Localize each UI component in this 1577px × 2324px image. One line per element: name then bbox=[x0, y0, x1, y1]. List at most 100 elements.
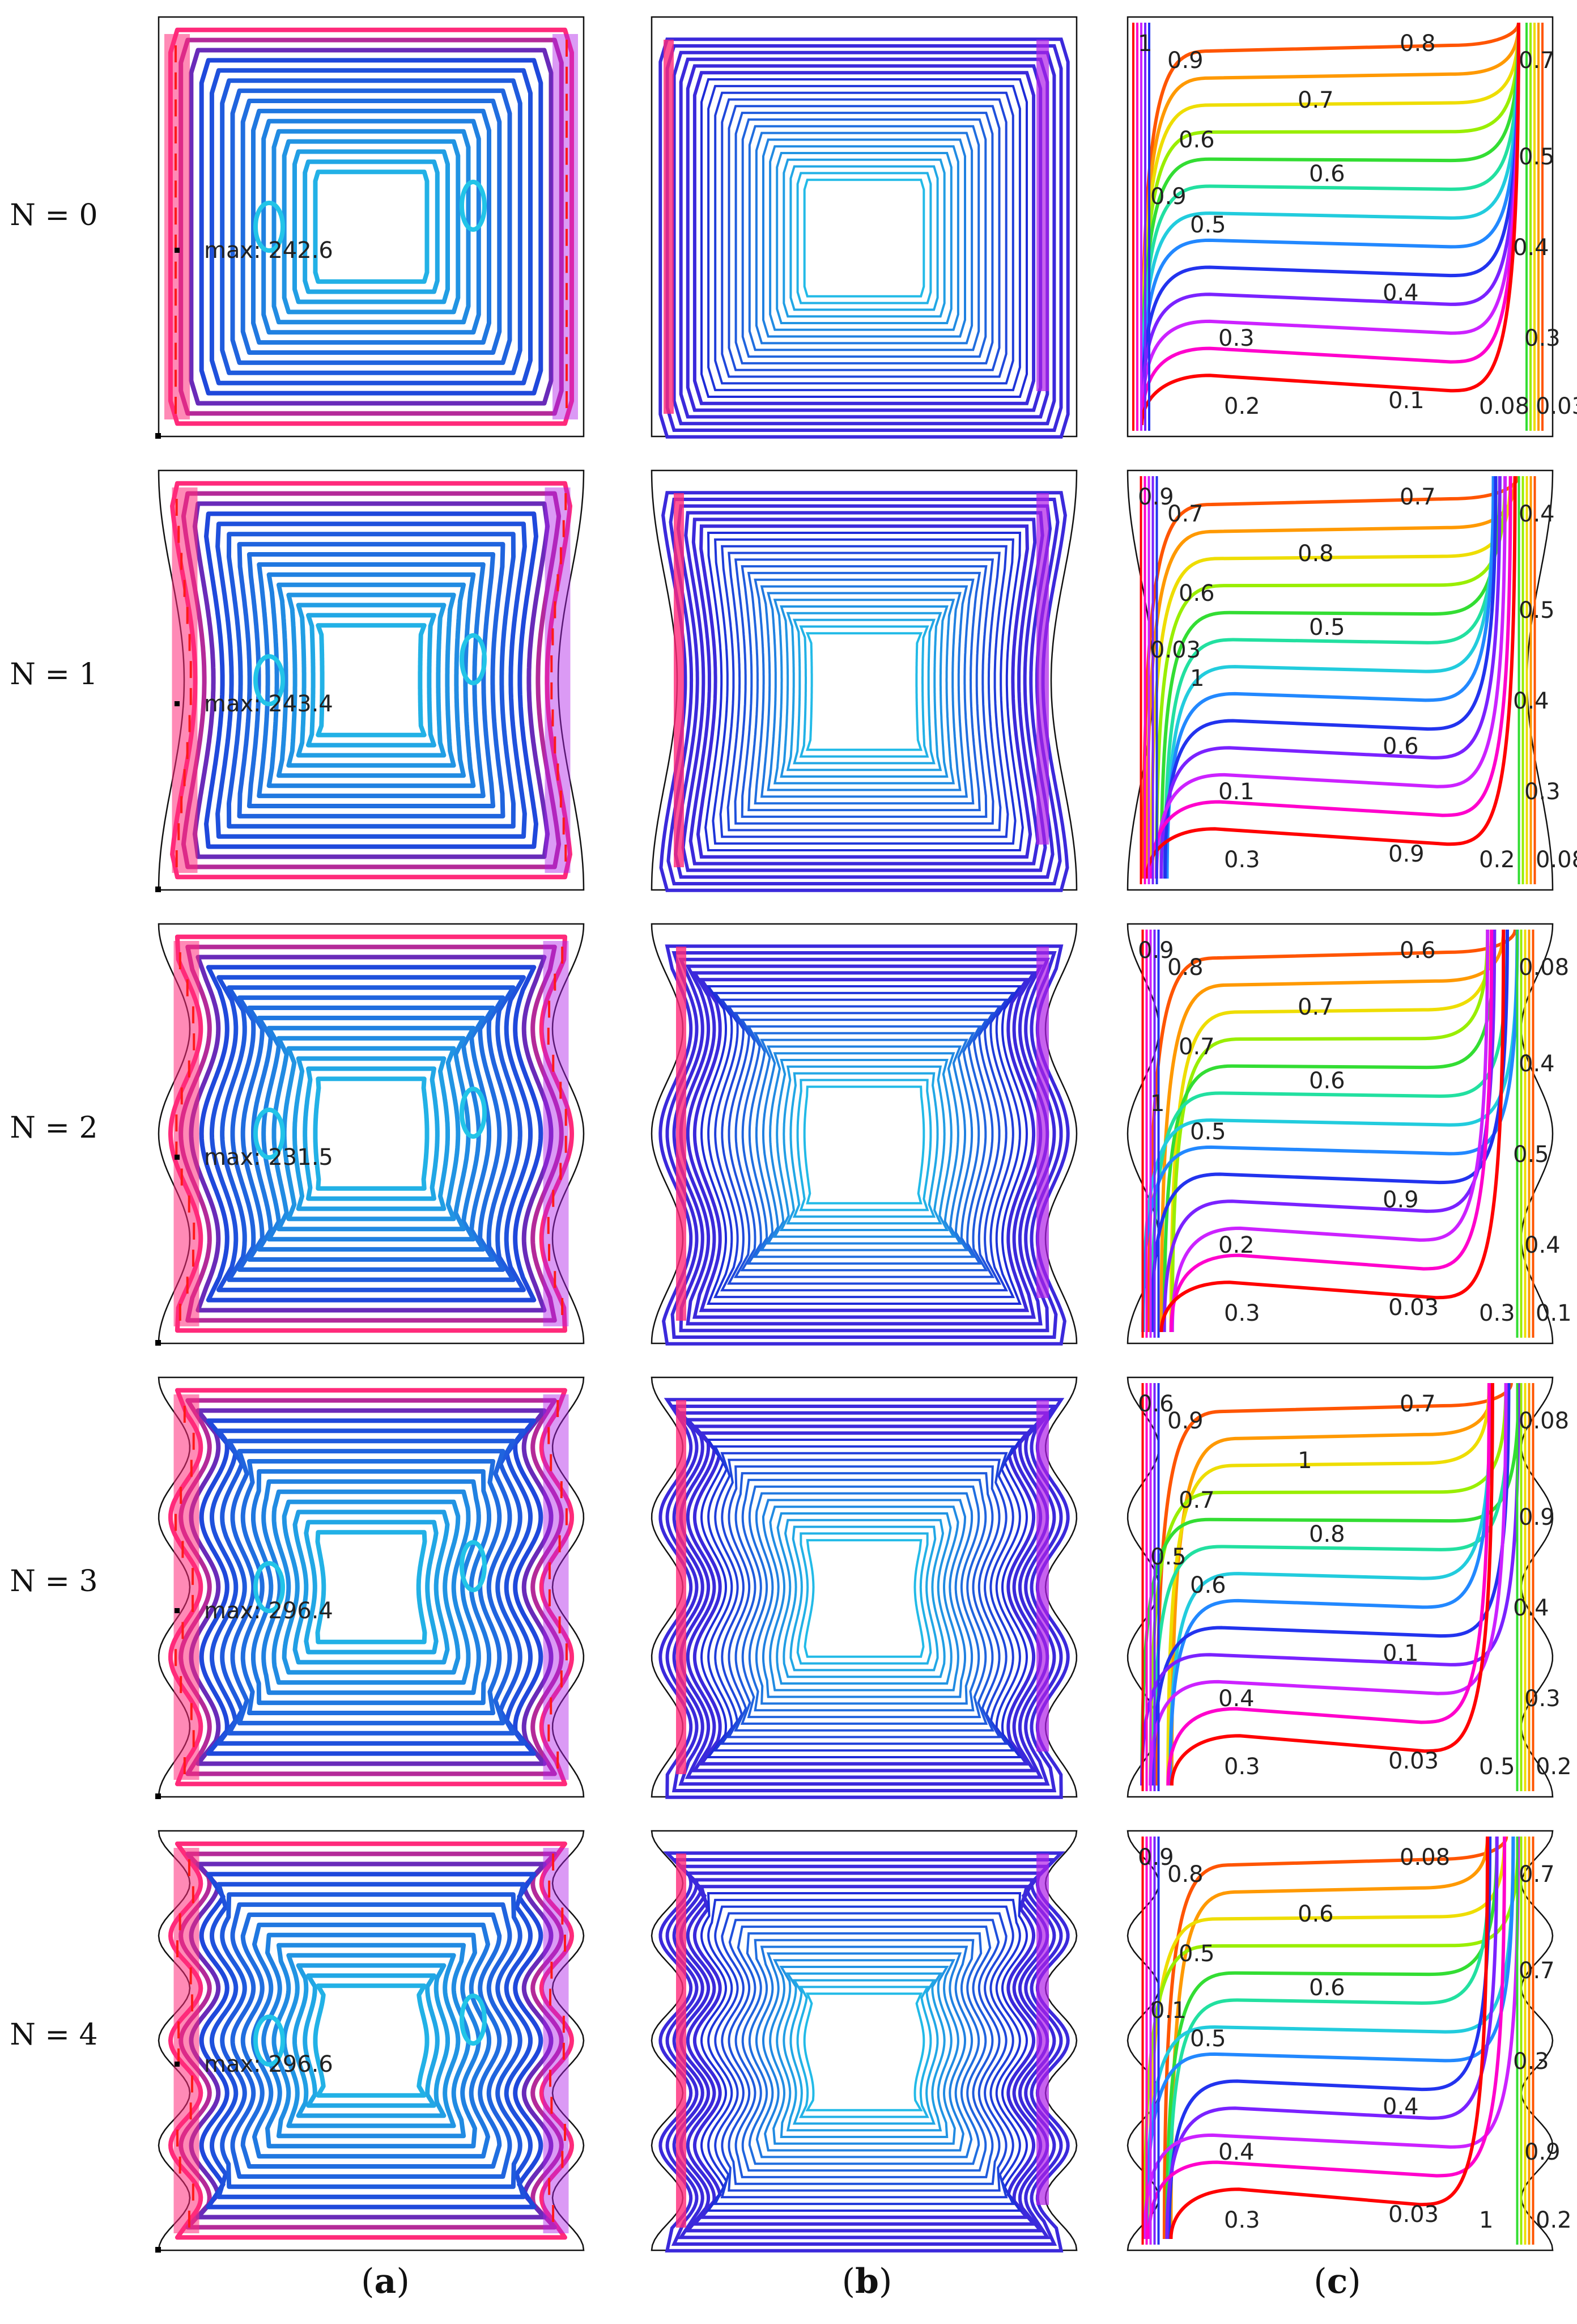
streamline bbox=[303, 159, 440, 294]
isotherm-label: 0.7 bbox=[1298, 994, 1334, 1020]
isotherm-label: 0.7 bbox=[1179, 1034, 1215, 1060]
isotherm-label: 0.3 bbox=[1224, 1300, 1260, 1326]
isotherm-label: 0.6 bbox=[1309, 161, 1345, 187]
pathline bbox=[748, 1485, 980, 1712]
pathline bbox=[741, 1025, 987, 1265]
isotherm-label: 0.8 bbox=[1167, 1861, 1204, 1888]
pathline bbox=[804, 1539, 925, 1658]
pathline bbox=[803, 179, 925, 298]
isotherm-label: 0.4 bbox=[1383, 2094, 1419, 2120]
row-label-n4: N = 4 bbox=[10, 2018, 98, 2052]
pathline bbox=[700, 1439, 1028, 1758]
pathline bbox=[681, 511, 1047, 872]
streamline bbox=[240, 1006, 502, 1262]
streamline bbox=[313, 1983, 430, 2098]
isotherm-label: 0.9 bbox=[1388, 841, 1425, 867]
streamline bbox=[286, 592, 456, 768]
isotherm-label: 0.7 bbox=[1519, 1861, 1555, 1888]
streamline-panel-b-n2 bbox=[651, 923, 1078, 1346]
isotherm-label: 0.7 bbox=[1400, 484, 1436, 510]
isotherm-label: 1 bbox=[1150, 1091, 1164, 1117]
isotherm-label: 0.6 bbox=[1309, 1068, 1345, 1094]
isotherm bbox=[1154, 476, 1507, 879]
streamline bbox=[282, 139, 461, 315]
pathline bbox=[783, 1519, 946, 1678]
pathline bbox=[769, 1505, 959, 1691]
isotherm bbox=[1159, 476, 1502, 879]
pathline bbox=[665, 1858, 1063, 2246]
pathline bbox=[789, 1072, 939, 1218]
streamline bbox=[271, 1489, 471, 1685]
isotherm bbox=[1170, 929, 1490, 1333]
origin-marker bbox=[155, 1340, 161, 1346]
streamline bbox=[292, 1056, 450, 1211]
streamline-panel-b-n0 bbox=[651, 16, 1078, 439]
streamline bbox=[220, 1892, 522, 2189]
pathline bbox=[686, 971, 1043, 1319]
isotherm-label: 0.4 bbox=[1218, 1686, 1255, 1712]
isotherm-label: 0.6 bbox=[1138, 1391, 1174, 1417]
max-label: max: 296.6 bbox=[204, 2051, 333, 2077]
streamline-panel-a-n0: max: 242.6 bbox=[155, 16, 585, 439]
isotherm-label: 0.4 bbox=[1383, 280, 1419, 306]
pathline bbox=[803, 1085, 925, 1205]
streamline bbox=[292, 149, 450, 304]
isotherm-label: 0.1 bbox=[1388, 388, 1425, 414]
streamline-panel-a-n4: max: 296.6 bbox=[155, 1830, 585, 2253]
streamline bbox=[237, 542, 505, 819]
isotherm-label: 0.7 bbox=[1400, 1391, 1436, 1417]
isotherm-label: 0.8 bbox=[1309, 1521, 1345, 1547]
isotherm-label: 0.03 bbox=[1150, 637, 1201, 663]
pathline bbox=[686, 1424, 1043, 1772]
isotherm-label: 0.8 bbox=[1298, 541, 1334, 567]
row-label-n0: N = 0 bbox=[10, 198, 98, 232]
origin-marker bbox=[155, 433, 161, 439]
isotherm bbox=[1169, 929, 1494, 1333]
vortex-core-right bbox=[460, 633, 487, 685]
isotherm bbox=[1166, 1382, 1491, 1786]
pathline bbox=[658, 1398, 1070, 1799]
isotherm-label: 0.6 bbox=[1309, 1975, 1345, 2001]
pathline bbox=[786, 612, 942, 771]
isotherm-label: 0.5 bbox=[1179, 1941, 1215, 1967]
isotherm bbox=[1145, 476, 1517, 879]
vortex-core-right bbox=[460, 1087, 487, 1139]
isotherm-label: 0.6 bbox=[1400, 938, 1436, 964]
cavity-wall bbox=[651, 923, 1078, 1345]
isotherm-label: 0.3 bbox=[1479, 1300, 1515, 1326]
isotherm-label: 0.08 bbox=[1479, 393, 1529, 419]
isotherm-label: 0.6 bbox=[1179, 127, 1215, 153]
isotherm-label: 0.9 bbox=[1383, 1187, 1419, 1213]
pathline bbox=[741, 1932, 987, 2172]
pathline bbox=[755, 1945, 974, 2158]
isotherm-label: 0.4 bbox=[1218, 2139, 1255, 2165]
cold-wall-band bbox=[545, 487, 571, 873]
pathline bbox=[719, 545, 1009, 838]
streamline bbox=[199, 965, 543, 1303]
streamline bbox=[261, 118, 481, 335]
streamline bbox=[227, 532, 516, 829]
streamline bbox=[304, 1520, 439, 1655]
pathline bbox=[748, 1032, 980, 1258]
isotherm-label: 0.3 bbox=[1524, 779, 1561, 805]
isotherm bbox=[1147, 929, 1517, 1333]
pathline bbox=[762, 1045, 966, 1245]
isotherm-label: 0.7 bbox=[1179, 1487, 1215, 1513]
pathline bbox=[789, 1979, 939, 2125]
isotherm-label: 0.4 bbox=[1524, 1232, 1561, 1258]
pathline bbox=[734, 112, 994, 364]
vortex-core-left bbox=[253, 1108, 285, 1160]
isotherm-label: 0.3 bbox=[1224, 2207, 1260, 2233]
isotherm-label: 0.6 bbox=[1179, 580, 1215, 607]
pathline bbox=[674, 504, 1055, 879]
isotherm-label: 0.5 bbox=[1190, 2026, 1226, 2052]
isotherm-label: 0.5 bbox=[1309, 614, 1345, 641]
isotherm-panel-c-n0: 10.90.80.70.70.60.60.90.50.50.40.40.3 0.3… bbox=[1127, 16, 1577, 438]
isotherm bbox=[1163, 476, 1498, 879]
isotherm-label: 1 bbox=[1138, 31, 1152, 57]
streamline-panel-a-n3: max: 296.4 bbox=[155, 1376, 585, 1799]
isotherm-label: 0.8 bbox=[1167, 955, 1204, 981]
streamline bbox=[199, 58, 543, 396]
